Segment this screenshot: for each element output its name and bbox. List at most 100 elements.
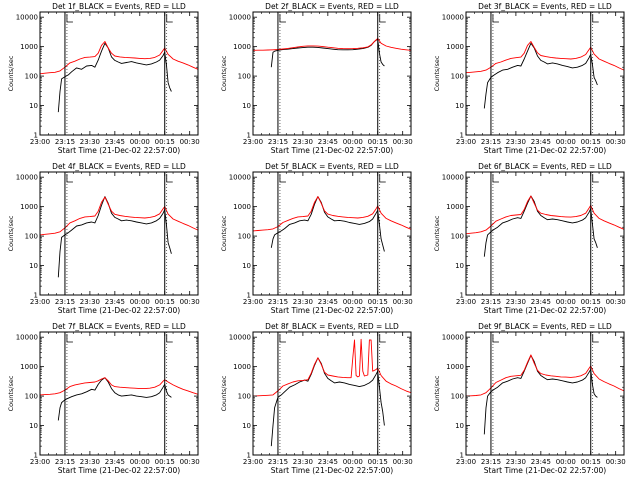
y-tick-label: 1000 (20, 363, 38, 371)
x-tick-label: 23:30 (506, 298, 526, 306)
interval-bracket (492, 14, 499, 23)
y-tick-label: 100 (451, 73, 464, 81)
x-tick-label: 23:30 (293, 298, 313, 306)
panel-title: Det 8f_BLACK = Events, RED = LLD (265, 322, 399, 331)
x-tick-label: 23:45 (531, 138, 551, 146)
x-tick-label: 23:00 (456, 298, 476, 306)
y-tick-label: 10000 (229, 174, 251, 182)
interval-bracket (592, 14, 599, 23)
plot-frame (39, 331, 199, 456)
y-tick-label: 100 (238, 233, 251, 241)
y-tick-label: 10000 (229, 334, 251, 342)
panel-title: Det 6f_BLACK = Events, RED = LLD (478, 162, 612, 171)
x-tick-label: 23:15 (481, 298, 501, 306)
y-tick-label: 1 (247, 292, 251, 300)
y-tick-label: 100 (451, 233, 464, 241)
x-tick-label: 00:30 (393, 298, 413, 306)
lld-series-line (465, 195, 625, 235)
panel-title: Det 4f_BLACK = Events, RED = LLD (52, 162, 186, 171)
y-tick-label: 10000 (16, 174, 38, 182)
y-tick-label: 100 (451, 393, 464, 401)
x-tick-label: 23:00 (456, 458, 476, 466)
x-tick-label: 00:15 (155, 458, 175, 466)
x-tick-label: 23:45 (105, 138, 125, 146)
y-tick-label: 1 (34, 452, 38, 460)
interval-bracket (279, 174, 286, 183)
panel-title: Det 3f_BLACK = Events, RED = LLD (478, 2, 612, 11)
x-tick-label: 00:30 (180, 298, 200, 306)
y-axis-label: Counts/sec (433, 375, 441, 411)
y-tick-label: 100 (238, 73, 251, 81)
y-tick-label: 1000 (233, 203, 251, 211)
x-tick-label: 00:30 (393, 138, 413, 146)
interval-bracket (279, 334, 286, 343)
events-series-line (483, 195, 598, 257)
x-axis-label: Start Time (21-Dec-02 22:57:00) (484, 466, 606, 475)
x-tick-label: 23:00 (243, 458, 263, 466)
x-tick-label: 00:30 (606, 298, 626, 306)
detector-panel: Det 7f_BLACK = Events, RED = LLD 1 10 100 10… (7, 322, 200, 475)
y-tick-label: 1 (247, 452, 251, 460)
x-tick-label: 23:45 (318, 138, 338, 146)
x-tick-label: 00:00 (556, 298, 576, 306)
interval-bracket (166, 334, 173, 343)
x-tick-label: 23:30 (506, 138, 526, 146)
interval-bracket (166, 14, 173, 23)
x-tick-label: 00:15 (581, 458, 601, 466)
plot-frame (252, 171, 412, 296)
interval-bracket (66, 334, 73, 343)
x-tick-label: 23:00 (30, 138, 50, 146)
y-tick-label: 10000 (16, 14, 38, 22)
y-tick-label: 10 (29, 102, 38, 110)
x-tick-label: 23:15 (55, 138, 75, 146)
x-tick-label: 00:00 (130, 458, 150, 466)
x-tick-label: 00:15 (368, 298, 388, 306)
detector-panel: Det 5f_BLACK = Events, RED = LLD 1 10 100 10… (220, 162, 413, 315)
detector-panel: Det 4f_BLACK = Events, RED = LLD 1 10 100 10… (7, 162, 200, 315)
lld-series-line (465, 41, 625, 74)
x-tick-label: 23:15 (481, 138, 501, 146)
x-tick-label: 00:30 (180, 138, 200, 146)
y-tick-label: 10 (455, 102, 464, 110)
x-tick-label: 00:30 (606, 138, 626, 146)
x-tick-label: 23:45 (318, 298, 338, 306)
plot-frame (465, 331, 625, 456)
y-tick-label: 1000 (446, 43, 464, 51)
plot-frame (252, 11, 412, 136)
interval-bracket (66, 14, 73, 23)
x-tick-label: 00:00 (130, 138, 150, 146)
y-tick-label: 10000 (16, 334, 38, 342)
events-series-line (483, 354, 598, 435)
y-tick-label: 100 (25, 73, 38, 81)
x-tick-label: 00:00 (343, 458, 363, 466)
x-axis-label: Start Time (21-Dec-02 22:57:00) (271, 146, 393, 155)
plot-frame (39, 171, 199, 296)
y-tick-label: 10000 (442, 14, 464, 22)
x-tick-label: 23:00 (243, 138, 263, 146)
y-tick-label: 1 (460, 132, 464, 140)
x-tick-label: 23:30 (80, 458, 100, 466)
y-tick-label: 10 (242, 422, 251, 430)
y-tick-label: 10 (455, 262, 464, 270)
interval-bracket (592, 174, 599, 183)
x-tick-label: 00:15 (155, 298, 175, 306)
x-tick-label: 23:30 (80, 138, 100, 146)
panel-title: Det 2f_BLACK = Events, RED = LLD (265, 2, 399, 11)
lld-series-line (39, 196, 199, 236)
y-tick-label: 1000 (20, 43, 38, 51)
x-tick-label: 23:45 (531, 458, 551, 466)
panel-title: Det 5f_BLACK = Events, RED = LLD (265, 162, 399, 171)
x-axis-label: Start Time (21-Dec-02 22:57:00) (271, 306, 393, 315)
y-tick-label: 100 (25, 233, 38, 241)
x-tick-label: 23:15 (268, 298, 288, 306)
x-axis-label: Start Time (21-Dec-02 22:57:00) (484, 306, 606, 315)
x-tick-label: 00:30 (180, 458, 200, 466)
x-tick-label: 00:15 (368, 138, 388, 146)
x-tick-label: 00:15 (155, 138, 175, 146)
detector-panel: Det 8f_BLACK = Events, RED = LLD 1 10 100 10… (220, 322, 413, 475)
x-tick-label: 23:45 (531, 298, 551, 306)
x-tick-label: 00:00 (343, 298, 363, 306)
detector-panel: Det 9f_BLACK = Events, RED = LLD 1 10 100 10… (433, 322, 626, 475)
y-tick-label: 1000 (20, 203, 38, 211)
x-tick-label: 23:30 (293, 458, 313, 466)
